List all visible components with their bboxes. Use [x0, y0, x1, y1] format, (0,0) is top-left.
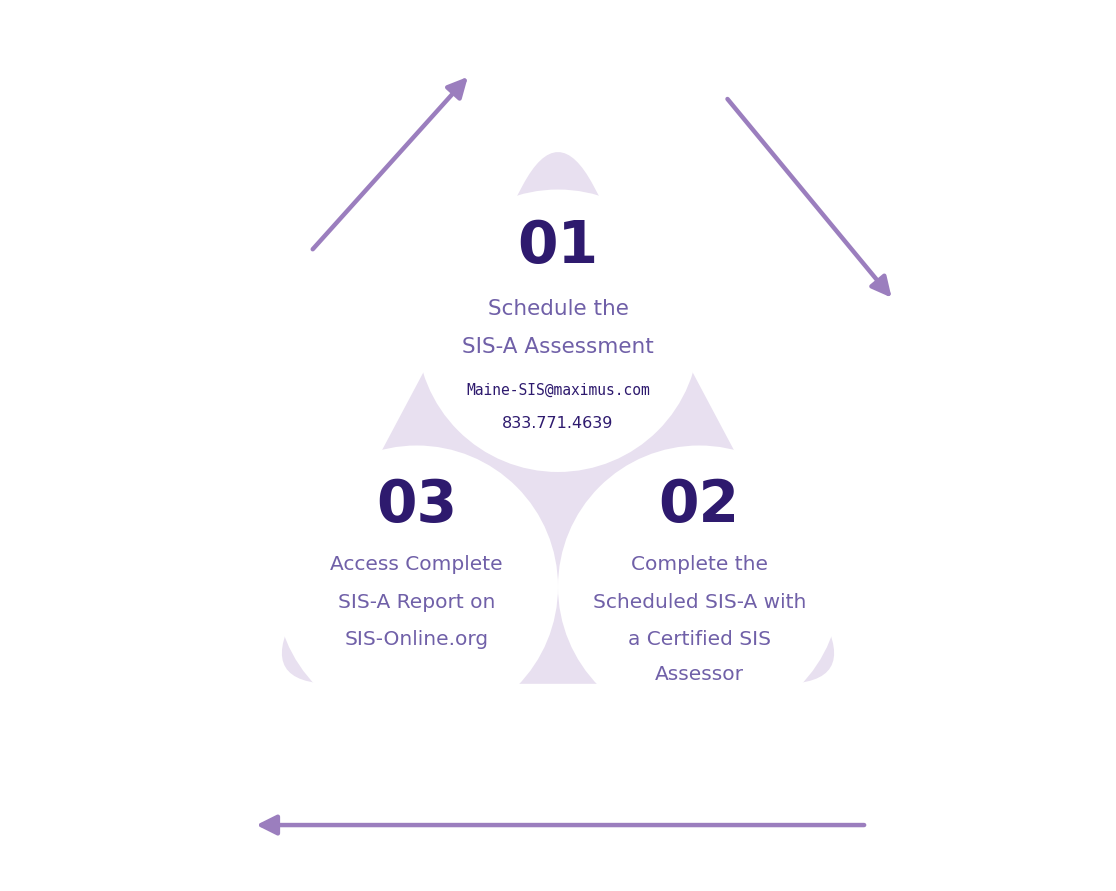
- PathPatch shape: [282, 152, 834, 683]
- Text: SIS-A Assessment: SIS-A Assessment: [462, 337, 654, 356]
- Text: 03: 03: [376, 477, 458, 534]
- Circle shape: [276, 446, 558, 728]
- Circle shape: [416, 190, 700, 472]
- Text: Access Complete: Access Complete: [330, 555, 503, 574]
- Text: 833.771.4639: 833.771.4639: [502, 416, 614, 431]
- Text: Maine-SIS@maximus.com: Maine-SIS@maximus.com: [466, 382, 650, 397]
- Text: a Certified SIS: a Certified SIS: [627, 630, 771, 650]
- Text: Complete the: Complete the: [631, 555, 768, 574]
- Text: Assessor: Assessor: [655, 666, 743, 684]
- Text: SIS-Online.org: SIS-Online.org: [345, 630, 489, 650]
- Text: SIS-A Report on: SIS-A Report on: [338, 593, 496, 612]
- Text: 02: 02: [658, 477, 740, 534]
- Text: Scheduled SIS-A with: Scheduled SIS-A with: [593, 593, 806, 612]
- Text: 01: 01: [518, 218, 598, 275]
- Text: Schedule the: Schedule the: [488, 298, 628, 319]
- Circle shape: [558, 446, 840, 728]
